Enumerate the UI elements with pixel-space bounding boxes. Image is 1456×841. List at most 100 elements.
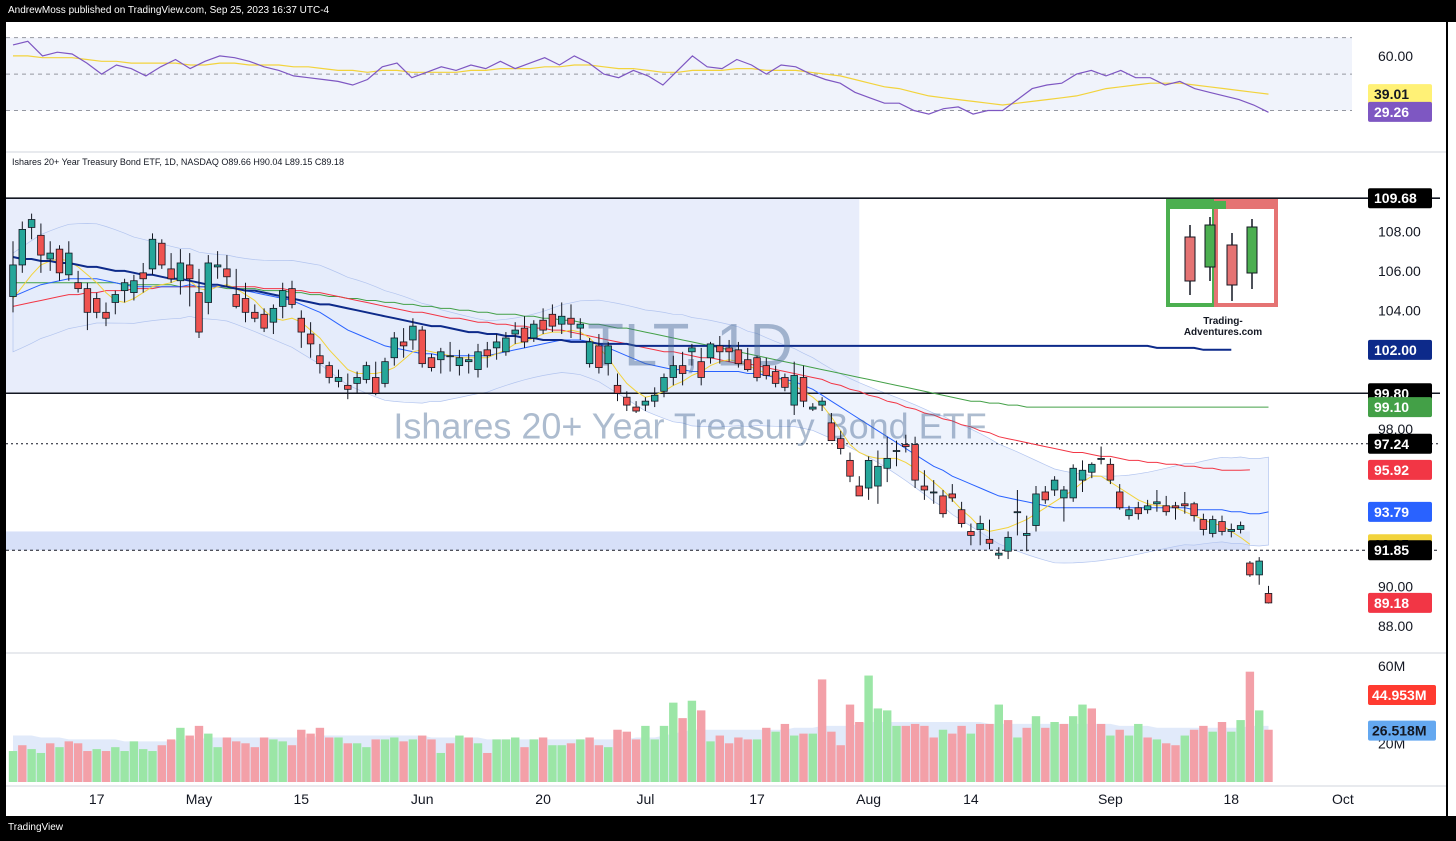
candle-down (846, 459, 854, 477)
volume-value-badge-label: 44.953M (1372, 687, 1426, 703)
candle-up (111, 294, 119, 303)
candle-down (771, 371, 780, 384)
price-badge (1368, 397, 1432, 418)
volume-bar-up (1069, 716, 1078, 782)
volume-bar-down (315, 727, 325, 782)
volume-bar-up (473, 743, 483, 782)
candle-down (902, 444, 910, 447)
candle-up (864, 459, 873, 489)
candle-down (548, 313, 557, 327)
volume-bar-down (325, 737, 334, 782)
time-tick-label: Aug (856, 791, 881, 807)
volume-bar-up (706, 741, 715, 782)
price-badge-label: 99.10 (1374, 399, 1409, 415)
volume-bar-up (269, 739, 278, 782)
candle-down (595, 345, 603, 368)
candle-up (688, 347, 696, 353)
candle-up (530, 323, 538, 339)
candle-up (1078, 469, 1087, 481)
volume-bar-down (1245, 671, 1255, 782)
volume-bar-down (1096, 723, 1106, 782)
volume-bar-up (1050, 722, 1059, 782)
time-tick-label: Oct (1332, 791, 1354, 807)
price-badge-label: 89.18 (1374, 595, 1409, 611)
candle-up (474, 351, 482, 370)
volume-bar-down (929, 737, 938, 782)
candle-down (632, 406, 640, 412)
candle-up (874, 465, 882, 487)
volume-bar-down (185, 735, 194, 782)
candle-down (678, 365, 687, 374)
candle-up (1088, 463, 1096, 473)
candle-down (232, 294, 240, 307)
candle-up (669, 365, 677, 378)
volume-value-badge (1368, 684, 1436, 705)
volume-bar-down (585, 737, 594, 782)
volume-bar-up (92, 749, 101, 782)
volume-bar-down (566, 743, 576, 782)
volume-bar-down (762, 727, 771, 782)
volume-bar-up (129, 741, 139, 782)
volume-bar-up (1124, 735, 1134, 782)
volume-bar-up (352, 743, 362, 782)
volume-bar-down (799, 733, 808, 782)
volume-bar-up (213, 747, 222, 782)
candle-up (1227, 529, 1235, 532)
candle-down (520, 327, 529, 343)
candle-down (855, 485, 863, 497)
volume-bar-down (1087, 708, 1096, 782)
volume-bar-up (864, 675, 873, 782)
rsi-ma-line (13, 55, 1269, 106)
volume-bar-down (222, 737, 232, 782)
candle-down (241, 298, 250, 313)
price-tick-label: 106.00 (1378, 263, 1421, 279)
candle-up (278, 290, 287, 307)
candle-down (837, 438, 845, 449)
volume-bar-down (18, 745, 27, 782)
volume-bar-up (390, 737, 399, 782)
candle-down (185, 264, 194, 280)
candle-down (725, 347, 733, 353)
volume-bar-down (464, 737, 473, 782)
volume-bar-down (157, 745, 166, 782)
volume-bar-up (892, 725, 901, 782)
volume-bar-down (1264, 729, 1273, 782)
volume-bar-down (1022, 727, 1031, 782)
volume-bar-down (538, 737, 548, 782)
volume-bar-up (120, 751, 129, 782)
volume-bar-down (836, 745, 845, 782)
candle-up (46, 252, 54, 260)
volume-bar-down (622, 731, 631, 782)
volume-bar-up (139, 749, 148, 782)
chart-canvas[interactable]: 60.00 39.01 29.26 TLT, 1D Ishares 20+ Year T… (0, 22, 1456, 816)
candle-up (381, 361, 389, 384)
volume-bar-down (343, 743, 352, 782)
candle-up (660, 377, 668, 392)
volume-bar-up (576, 739, 585, 782)
volume-bar-down (697, 710, 706, 782)
price-badge-label: 109.68 (1374, 190, 1417, 206)
candle-up (1125, 509, 1133, 517)
candle-down (744, 359, 752, 370)
price-badge-label: 97.24 (1374, 436, 1409, 452)
rsi-line (12, 40, 1269, 115)
volume-bar-up (938, 729, 948, 782)
volume-bar-up (557, 745, 566, 782)
volume-bar-up (808, 733, 817, 782)
volume-bar-down (73, 743, 83, 782)
price-badge-label: 91.85 (1374, 542, 1409, 558)
price-badge (1368, 501, 1432, 522)
volume-bar-down (1115, 729, 1124, 782)
candle-down (948, 493, 956, 499)
volume-bar-up (966, 733, 976, 782)
volume-bar-up (1013, 737, 1022, 782)
candle-down (158, 242, 166, 266)
tradingview-footer: TradingView (0, 816, 1456, 841)
volume-bar-up (752, 739, 762, 782)
price-badge (1368, 592, 1432, 613)
publish-info: AndrewMoss published on TradingView.com,… (8, 5, 330, 16)
candle-down (93, 298, 101, 313)
candle-down (371, 377, 380, 394)
candle-up (641, 400, 650, 406)
price-tick-label: 88.00 (1378, 618, 1413, 634)
